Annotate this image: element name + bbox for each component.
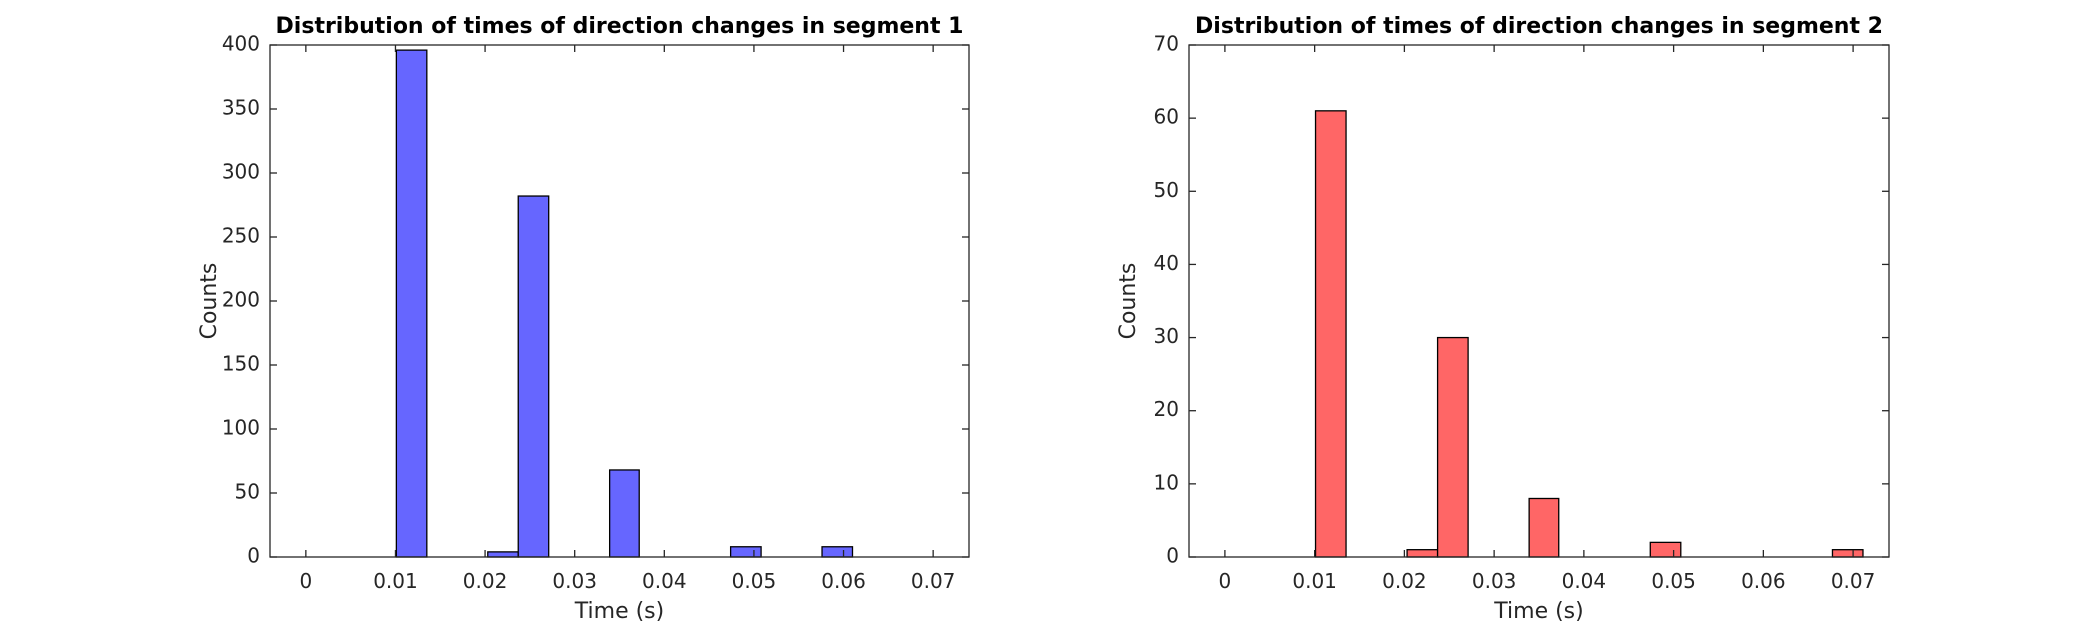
histogram-bar [1436, 336, 1469, 558]
x-tick-label: 0.03 [552, 569, 597, 593]
histogram-bar [1528, 497, 1560, 558]
y-tick-label: 250 [222, 224, 260, 248]
x-tick-label: 0.05 [732, 569, 777, 593]
y-tick-label: 0 [1166, 544, 1179, 568]
x-tick-label: 0.07 [911, 569, 956, 593]
axes-box [269, 44, 970, 558]
chart-segment-2: Distribution of times of direction chang… [1116, 14, 1890, 624]
x-tick-label: 0.06 [1741, 569, 1786, 593]
histogram-bar [395, 49, 428, 558]
y-tick-label: 200 [222, 288, 260, 312]
bars [395, 49, 854, 558]
y-tick-label: 400 [222, 32, 260, 56]
chart-title: Distribution of times of direction chang… [276, 14, 964, 39]
y-tick-label: 40 [1154, 251, 1179, 275]
x-axis-label: Time (s) [574, 599, 664, 624]
ticks: 0 0.01 0.02 0.03 0.04 0.05 0.06 0.07 0 10 20 30 40 50… [1154, 32, 1889, 593]
y-tick-label: 0 [247, 544, 260, 568]
y-tick-label: 70 [1154, 32, 1179, 56]
histogram-bar [821, 546, 854, 558]
histogram-bar [487, 551, 519, 558]
histogram-bar [1649, 541, 1682, 558]
ticks: 0 0.01 0.02 0.03 0.04 0.05 0.06 0.07 0 50 100 150 20… [222, 32, 969, 593]
y-tick-label: 50 [1154, 178, 1179, 202]
chart-segment-1: Distribution of times of direction chang… [197, 14, 970, 624]
x-tick-label: 0.05 [1651, 569, 1696, 593]
histogram-bar [1831, 549, 1864, 558]
y-tick-label: 10 [1154, 470, 1179, 494]
x-axis-label: Time (s) [1493, 599, 1583, 624]
histogram-bar [517, 195, 550, 558]
y-tick-label: 20 [1154, 397, 1179, 421]
histogram-bar [608, 469, 640, 558]
bars [1314, 110, 1864, 558]
histogram-bar [1314, 110, 1347, 558]
y-axis-label: Counts [197, 263, 222, 340]
x-tick-label: 0.03 [1472, 569, 1517, 593]
y-tick-label: 150 [222, 352, 260, 376]
y-tick-label: 30 [1154, 324, 1179, 348]
x-tick-label: 0.02 [1382, 569, 1427, 593]
axes-box [1188, 44, 1890, 558]
x-tick-label: 0.04 [642, 569, 687, 593]
chart-title: Distribution of times of direction chang… [1195, 14, 1883, 39]
y-axis-label: Counts [1116, 263, 1141, 340]
y-tick-label: 60 [1154, 105, 1179, 129]
histogram-bar [1406, 549, 1439, 558]
y-tick-label: 100 [222, 416, 260, 440]
x-tick-label: 0.02 [463, 569, 508, 593]
x-tick-label: 0.06 [821, 569, 866, 593]
y-tick-label: 50 [235, 480, 260, 504]
y-tick-label: 300 [222, 160, 260, 184]
histogram-bar [729, 546, 762, 558]
y-tick-label: 350 [222, 96, 260, 120]
x-tick-label: 0 [299, 569, 312, 593]
x-tick-label: 0.04 [1562, 569, 1607, 593]
x-tick-label: 0 [1219, 569, 1232, 593]
x-tick-label: 0.01 [1292, 569, 1337, 593]
x-tick-label: 0.01 [373, 569, 418, 593]
x-tick-label: 0.07 [1831, 569, 1876, 593]
